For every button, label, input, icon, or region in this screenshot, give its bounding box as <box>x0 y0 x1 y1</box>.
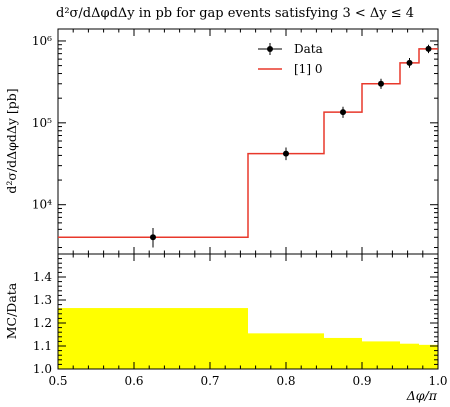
main-axis-ticks <box>57 29 439 254</box>
ratio-y-tick-label: 1.3 <box>33 293 52 307</box>
ratio-band-bin <box>58 308 248 369</box>
main-y-tick-label: 10⁵ <box>32 116 52 130</box>
ratio-x-tick-label: 0.8 <box>276 374 295 388</box>
ratio-y-tick-label: 1.2 <box>33 316 52 330</box>
ratio-axis-ticks <box>57 253 439 370</box>
chart-title: d²σ/dΔφdΔy in pb for gap events satisfyi… <box>56 6 414 21</box>
ratio-plot-frame <box>57 253 439 370</box>
ratio-x-tick-label: 0.9 <box>352 374 371 388</box>
data-point-marker <box>378 80 384 87</box>
legend-mc-label: [1] 0 <box>294 62 322 76</box>
main-y-axis-label: d²σ/dΔφdΔy [pb] <box>4 88 19 193</box>
mc-step-line <box>58 48 438 239</box>
ratio-x-tick-label: 0.5 <box>48 374 67 388</box>
ratio-band-bin <box>362 341 400 369</box>
data-point-marker <box>150 234 156 241</box>
ratio-band <box>58 308 438 369</box>
ratio-x-tick-label: 0.7 <box>200 374 219 388</box>
data-point-marker <box>340 109 346 116</box>
ratio-x-tick-labels: 0.5 0.6 0.7 0.8 0.9 1.0 <box>48 374 447 388</box>
x-axis-label: Δφ/π <box>406 388 438 403</box>
ratio-x-tick-label: 1.0 <box>428 374 447 388</box>
ratio-band-bin <box>400 343 419 369</box>
ratio-plot-panel: 1.0 1.1 1.2 1.3 1.4 0.5 0.6 0.7 0.8 0.9 1.0 MC/Da… <box>4 253 448 403</box>
ratio-x-tick-label: 0.6 <box>124 374 143 388</box>
ratio-band-bin <box>419 344 438 369</box>
data-point-marker <box>406 59 413 66</box>
ratio-y-tick-labels: 1.0 1.1 1.2 1.3 1.4 <box>33 270 52 376</box>
data-point-marker <box>283 150 289 157</box>
main-y-tick-label: 10⁶ <box>32 34 52 48</box>
data-point-series <box>150 44 432 248</box>
data-point-marker <box>425 45 432 52</box>
ratio-y-axis-label: MC/Data <box>4 282 19 339</box>
main-plot-panel: 10⁴ 10⁵ 10⁶ Data [1] 0 d²σ/dΔφdΔy [pb] <box>4 28 439 255</box>
ratio-band-bin <box>324 337 362 369</box>
main-y-tick-label: 10⁴ <box>32 198 52 212</box>
legend: Data [1] 0 <box>258 42 323 76</box>
main-y-tick-labels: 10⁴ 10⁵ 10⁶ <box>32 34 52 212</box>
mc-step-series <box>58 48 438 239</box>
ratio-y-tick-label: 1.4 <box>33 270 52 284</box>
legend-data-label: Data <box>294 42 323 56</box>
ratio-y-tick-label: 1.0 <box>33 362 52 376</box>
ratio-y-tick-label: 1.1 <box>33 339 52 353</box>
legend-data-marker <box>267 46 273 52</box>
